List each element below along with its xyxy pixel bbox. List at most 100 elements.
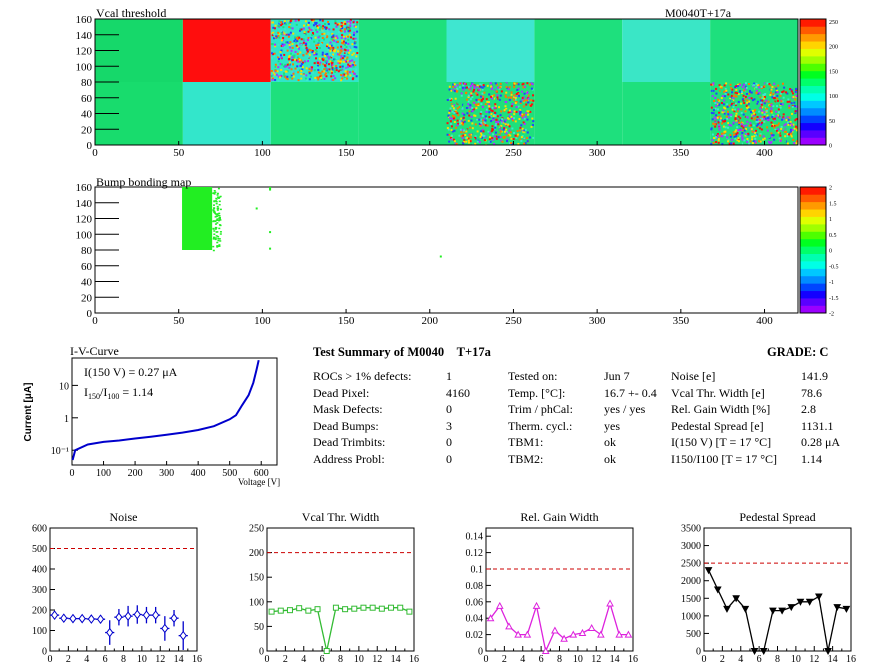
bump-palette-8 — [800, 246, 826, 255]
bump-map-title: Bump bonding map — [96, 175, 191, 189]
bump-palette-9 — [800, 238, 826, 247]
bump-dead-pixel-0 — [269, 188, 272, 191]
chart-rel-gain-width-point-3 — [514, 630, 522, 638]
vcal-palette-0 — [800, 137, 826, 146]
col1-k-1: Dead Pixel: — [313, 385, 370, 400]
iv-xtick-label-1: 100 — [96, 468, 111, 479]
chart-vcal-thr-width-point-7 — [332, 604, 339, 611]
col2-k-3: Therm. cycl.: — [508, 418, 573, 433]
chart-noise-xtick-label-2: 4 — [84, 654, 89, 665]
col3-v-5: 1.14 — [801, 451, 822, 466]
col1-v-3: 3 — [446, 418, 452, 433]
vcal-xtick-label-2: 100 — [254, 147, 271, 159]
vcal-palette-16 — [800, 19, 826, 27]
chart-vcal-thr-width-series-line — [271, 606, 410, 652]
iv-curve — [71, 359, 260, 461]
iv-frame — [71, 357, 278, 466]
chart-rel-gain-width-xtick-label-2: 4 — [520, 654, 525, 665]
iv-xtick-label-0: 0 — [70, 468, 75, 479]
chart-pedestal-spread-title: Pedestal Spread — [739, 510, 815, 524]
chart-noise-xtick-label-4: 8 — [121, 654, 126, 665]
summary-col3-keys: Noise [e] Vcal Thr. Width [e] Rel. Gain Wi… — [671, 368, 777, 467]
chart-vcal-thr-width-ytick-label-4: 200 — [249, 548, 264, 559]
iv-ytick-label-2: 10 — [59, 381, 69, 392]
vcal-ytick-label-6: 120 — [76, 46, 93, 58]
chart-vcal-thr-width-ytick-label-0: 0 — [259, 647, 264, 658]
chart-vcal-thr-width-point-2 — [286, 607, 293, 614]
chart-vcal-thr-width-ytick-label-3: 150 — [249, 573, 264, 584]
bump-palette-15 — [800, 194, 826, 203]
bump-dead-pixel-4 — [439, 255, 442, 258]
chart-rel-gain-width-ytick-label-2: 0.04 — [466, 614, 484, 625]
vcal-ytick-label-8: 160 — [76, 14, 93, 26]
chart-rel-gain-width-point-1 — [495, 601, 504, 609]
iv-ylabel: Current [μA] — [23, 383, 34, 442]
chart-vcal-thr-width-point-13 — [388, 604, 395, 611]
vcal-ytick-label-5: 100 — [76, 61, 93, 73]
bump-palette-11 — [800, 224, 826, 232]
chart-noise-point-9 — [133, 609, 141, 620]
chart-vcal-thr-width-xtick-label-4: 8 — [338, 654, 343, 665]
vcal-palette-frame — [799, 18, 827, 146]
vcal-xtick-label-4: 200 — [422, 147, 439, 159]
chart-pedestal-spread-point-12 — [815, 593, 823, 601]
chart-pedestal-spread-ytick-label-2: 1000 — [681, 611, 701, 622]
chart-pedestal-spread-ytick-label-5: 2500 — [681, 559, 701, 570]
bump-ytick-label-1: 20 — [81, 292, 93, 304]
chart-rel-gain-width-xtick-label-0: 0 — [484, 654, 489, 665]
bump-xtick-label-5: 250 — [505, 315, 522, 327]
chart-noise-point-7 — [115, 612, 123, 623]
chart-noise-xtick-label-7: 14 — [174, 654, 184, 665]
chart-rel-gain-width-point-11 — [587, 623, 596, 632]
chart-vcal-thr-width-ytick-label-5: 250 — [249, 524, 264, 535]
chart-vcal-thr-width-point-8 — [342, 606, 349, 613]
chart-rel-gain-width-xtick-label-8: 16 — [628, 654, 638, 665]
bump-dead-region — [182, 187, 213, 250]
chart-vcal-thr-width-point-12 — [378, 605, 385, 612]
chart-rel-gain-width-point-13 — [606, 599, 614, 607]
chart-vcal-thr-width-point-1 — [277, 607, 284, 614]
chart-noise-xtick-label-3: 6 — [103, 654, 108, 665]
bump-dead-pixel-3 — [255, 207, 258, 210]
vcal-palette-8 — [800, 78, 826, 87]
col1-v-0: 1 — [446, 369, 452, 383]
vcal-palette-3 — [800, 115, 826, 124]
bump-palette-6 — [800, 261, 826, 269]
iv-xlabel: Voltage [V] — [238, 477, 280, 487]
vcal-xtick-label-1: 50 — [173, 147, 185, 159]
chart-rel-gain-width-point-9 — [569, 630, 578, 638]
bump-xtick-label-2: 100 — [254, 315, 271, 327]
vcal-ytick-label-2: 40 — [81, 109, 93, 121]
chart-pedestal-spread-point-5 — [750, 648, 759, 656]
chart-vcal-thr-width-title: Vcal Thr. Width — [302, 510, 379, 524]
bump-ytick-label-6: 120 — [76, 214, 93, 226]
col3-v-2: 2.8 — [801, 402, 816, 416]
summary-col3-values: 141.9 78.6 2.8 1131.1 0.28 μA 1.14 — [801, 368, 840, 467]
vcal-map-title: Vcal threshold — [96, 6, 166, 20]
col1-v-5: 0 — [446, 451, 452, 466]
vcal-noisy-roc-bottom-7 — [710, 82, 798, 145]
bump-dead-pixel-5 — [269, 187, 272, 189]
chart-vcal-thr-width-xtick-label-1: 2 — [283, 654, 288, 665]
module-label: M0040T+17a — [665, 6, 732, 20]
chart-noise-frame — [49, 527, 198, 652]
vcal-palette-2 — [800, 122, 826, 131]
col2-v-0: Jun 7 — [604, 369, 630, 383]
bump-xtick-label-1: 50 — [173, 315, 185, 327]
chart-vcal-thr-width-ytick-label-1: 50 — [254, 622, 264, 633]
chart-pedestal-spread-point-9 — [787, 604, 796, 612]
vcal-palette-6 — [800, 93, 826, 101]
vcal-xtick-label-3: 150 — [338, 147, 355, 159]
vcal-roc-top-1 — [182, 19, 271, 82]
summary-col1-values: 1 4160 0 3 0 0 — [446, 368, 470, 467]
col3-k-5: I150/I100 [T = 17 °C] — [671, 451, 778, 466]
vcal-palette-1 — [800, 130, 826, 138]
chart-rel-gain-width-ytick-label-5: 0.1 — [471, 565, 484, 576]
chart-pedestal-spread-xtick-label-5: 10 — [791, 654, 801, 665]
chart-vcal-thr-width-point-0 — [268, 608, 275, 615]
vcal-roc-top-7 — [710, 19, 798, 82]
chart-noise-point-0 — [50, 610, 59, 620]
vcal-noisy-roc-bottom-4 — [446, 82, 535, 145]
bump-ytick-label-0: 0 — [87, 308, 93, 320]
chart-rel-gain-width-ytick-label-0: 0 — [478, 647, 483, 658]
